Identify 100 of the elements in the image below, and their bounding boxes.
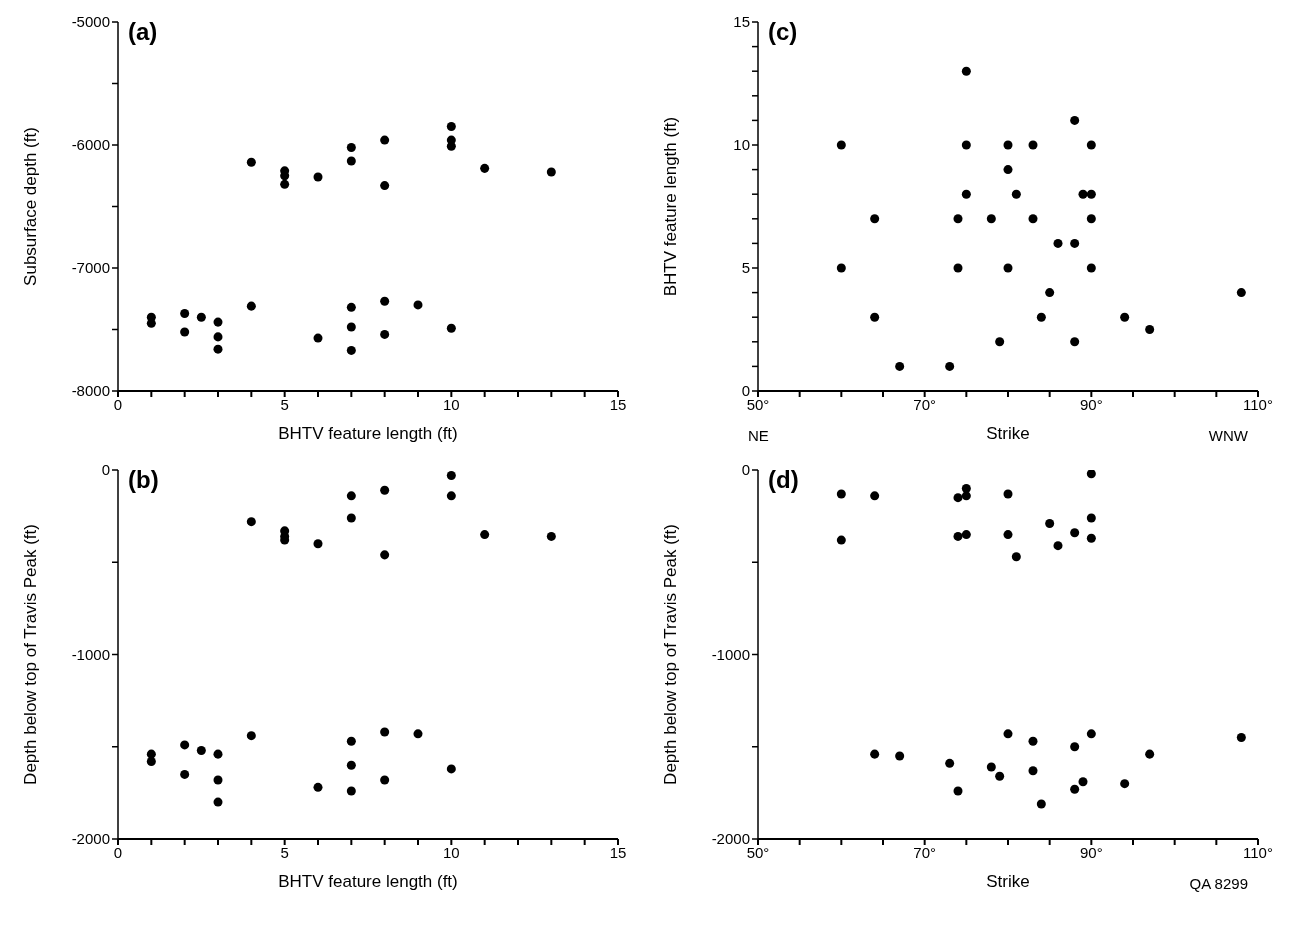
point bbox=[1070, 784, 1080, 794]
y-tick-label: -5000 bbox=[71, 13, 110, 31]
point bbox=[1086, 214, 1096, 224]
point bbox=[961, 140, 971, 150]
point bbox=[870, 491, 880, 501]
point bbox=[1070, 528, 1080, 538]
y-tick-label: -6000 bbox=[71, 136, 110, 154]
point bbox=[945, 361, 955, 371]
point bbox=[1078, 777, 1088, 787]
point bbox=[1003, 729, 1013, 739]
point bbox=[1028, 214, 1038, 224]
y-tick-label: 5 bbox=[741, 259, 750, 277]
point bbox=[1120, 779, 1130, 789]
point bbox=[961, 483, 971, 493]
x-tick-label: 90° bbox=[1079, 395, 1103, 413]
point bbox=[346, 491, 356, 501]
point bbox=[546, 167, 556, 177]
point bbox=[546, 531, 556, 541]
point bbox=[1145, 749, 1155, 759]
point bbox=[961, 491, 971, 501]
point bbox=[346, 345, 356, 355]
point bbox=[986, 762, 996, 772]
text: QA 8299 bbox=[1189, 875, 1248, 892]
x-axis-title: BHTV feature length (ft) bbox=[278, 424, 458, 444]
point bbox=[346, 302, 356, 312]
point bbox=[1003, 530, 1013, 540]
point bbox=[180, 309, 190, 319]
x-tick-label: 10 bbox=[442, 843, 460, 861]
point bbox=[1045, 519, 1055, 529]
point bbox=[870, 749, 880, 759]
point bbox=[446, 764, 456, 774]
y-tick-label: 10 bbox=[733, 136, 750, 154]
y-tick-label: -2000 bbox=[71, 830, 110, 848]
chart-title: (b) bbox=[128, 466, 159, 494]
x-tick-label: 0 bbox=[113, 843, 123, 861]
y-axis-title: Depth below top of Travis Peak (ft) bbox=[661, 524, 681, 785]
point bbox=[1145, 324, 1155, 335]
x-tick-label: 90° bbox=[1079, 843, 1103, 861]
point bbox=[953, 493, 963, 503]
point bbox=[953, 786, 963, 796]
x-tick-label: 10 bbox=[442, 395, 460, 413]
point bbox=[953, 263, 963, 273]
point bbox=[1070, 337, 1080, 347]
point bbox=[313, 539, 323, 549]
point bbox=[1236, 733, 1246, 743]
y-tick-label: -1000 bbox=[71, 645, 110, 663]
point bbox=[446, 471, 456, 481]
point bbox=[1236, 288, 1246, 298]
x-axis-title: Strike bbox=[986, 424, 1030, 444]
point bbox=[1003, 489, 1013, 499]
point bbox=[180, 769, 190, 779]
point bbox=[1086, 140, 1096, 150]
point bbox=[953, 214, 963, 224]
point bbox=[1045, 288, 1055, 298]
point bbox=[180, 327, 190, 337]
y-axis-title: BHTV feature length (ft) bbox=[661, 116, 681, 297]
point bbox=[1053, 238, 1063, 248]
y-tick-label: 0 bbox=[101, 461, 110, 479]
point bbox=[346, 760, 356, 770]
point bbox=[246, 517, 256, 527]
point bbox=[346, 513, 356, 523]
point bbox=[995, 771, 1005, 781]
point bbox=[1011, 189, 1021, 199]
y-axis-title: Depth below top of Travis Peak (ft) bbox=[21, 524, 41, 785]
point bbox=[313, 333, 323, 343]
point bbox=[480, 530, 490, 540]
point bbox=[1120, 312, 1130, 322]
point bbox=[1003, 140, 1013, 150]
point bbox=[1028, 736, 1038, 746]
point bbox=[1028, 140, 1038, 150]
x-tick-label: 5 bbox=[280, 843, 289, 861]
chart-title: (c) bbox=[768, 18, 798, 46]
point bbox=[1086, 263, 1096, 273]
point bbox=[1078, 189, 1088, 199]
point bbox=[953, 531, 963, 541]
point bbox=[1028, 766, 1038, 776]
point bbox=[213, 344, 223, 354]
y-axis-title: Subsurface depth (ft) bbox=[21, 127, 41, 286]
point bbox=[480, 163, 490, 173]
text: NE bbox=[748, 427, 769, 444]
chart-title: (a) bbox=[128, 18, 158, 46]
point bbox=[246, 301, 256, 311]
point bbox=[380, 550, 390, 560]
point bbox=[870, 312, 880, 322]
point bbox=[346, 156, 356, 166]
point bbox=[836, 263, 846, 273]
point bbox=[213, 749, 223, 759]
point bbox=[1053, 541, 1063, 551]
x-tick-label: 110° bbox=[1243, 395, 1273, 413]
point bbox=[1086, 729, 1096, 739]
y-tick-label: 0 bbox=[741, 461, 750, 479]
point bbox=[346, 786, 356, 796]
point bbox=[213, 797, 223, 807]
x-tick-label: 70° bbox=[913, 395, 937, 413]
point bbox=[1086, 470, 1096, 479]
point bbox=[870, 214, 880, 224]
point bbox=[1011, 552, 1021, 562]
point bbox=[380, 485, 390, 495]
x-tick-label: 5 bbox=[280, 395, 289, 413]
point bbox=[1036, 312, 1046, 322]
